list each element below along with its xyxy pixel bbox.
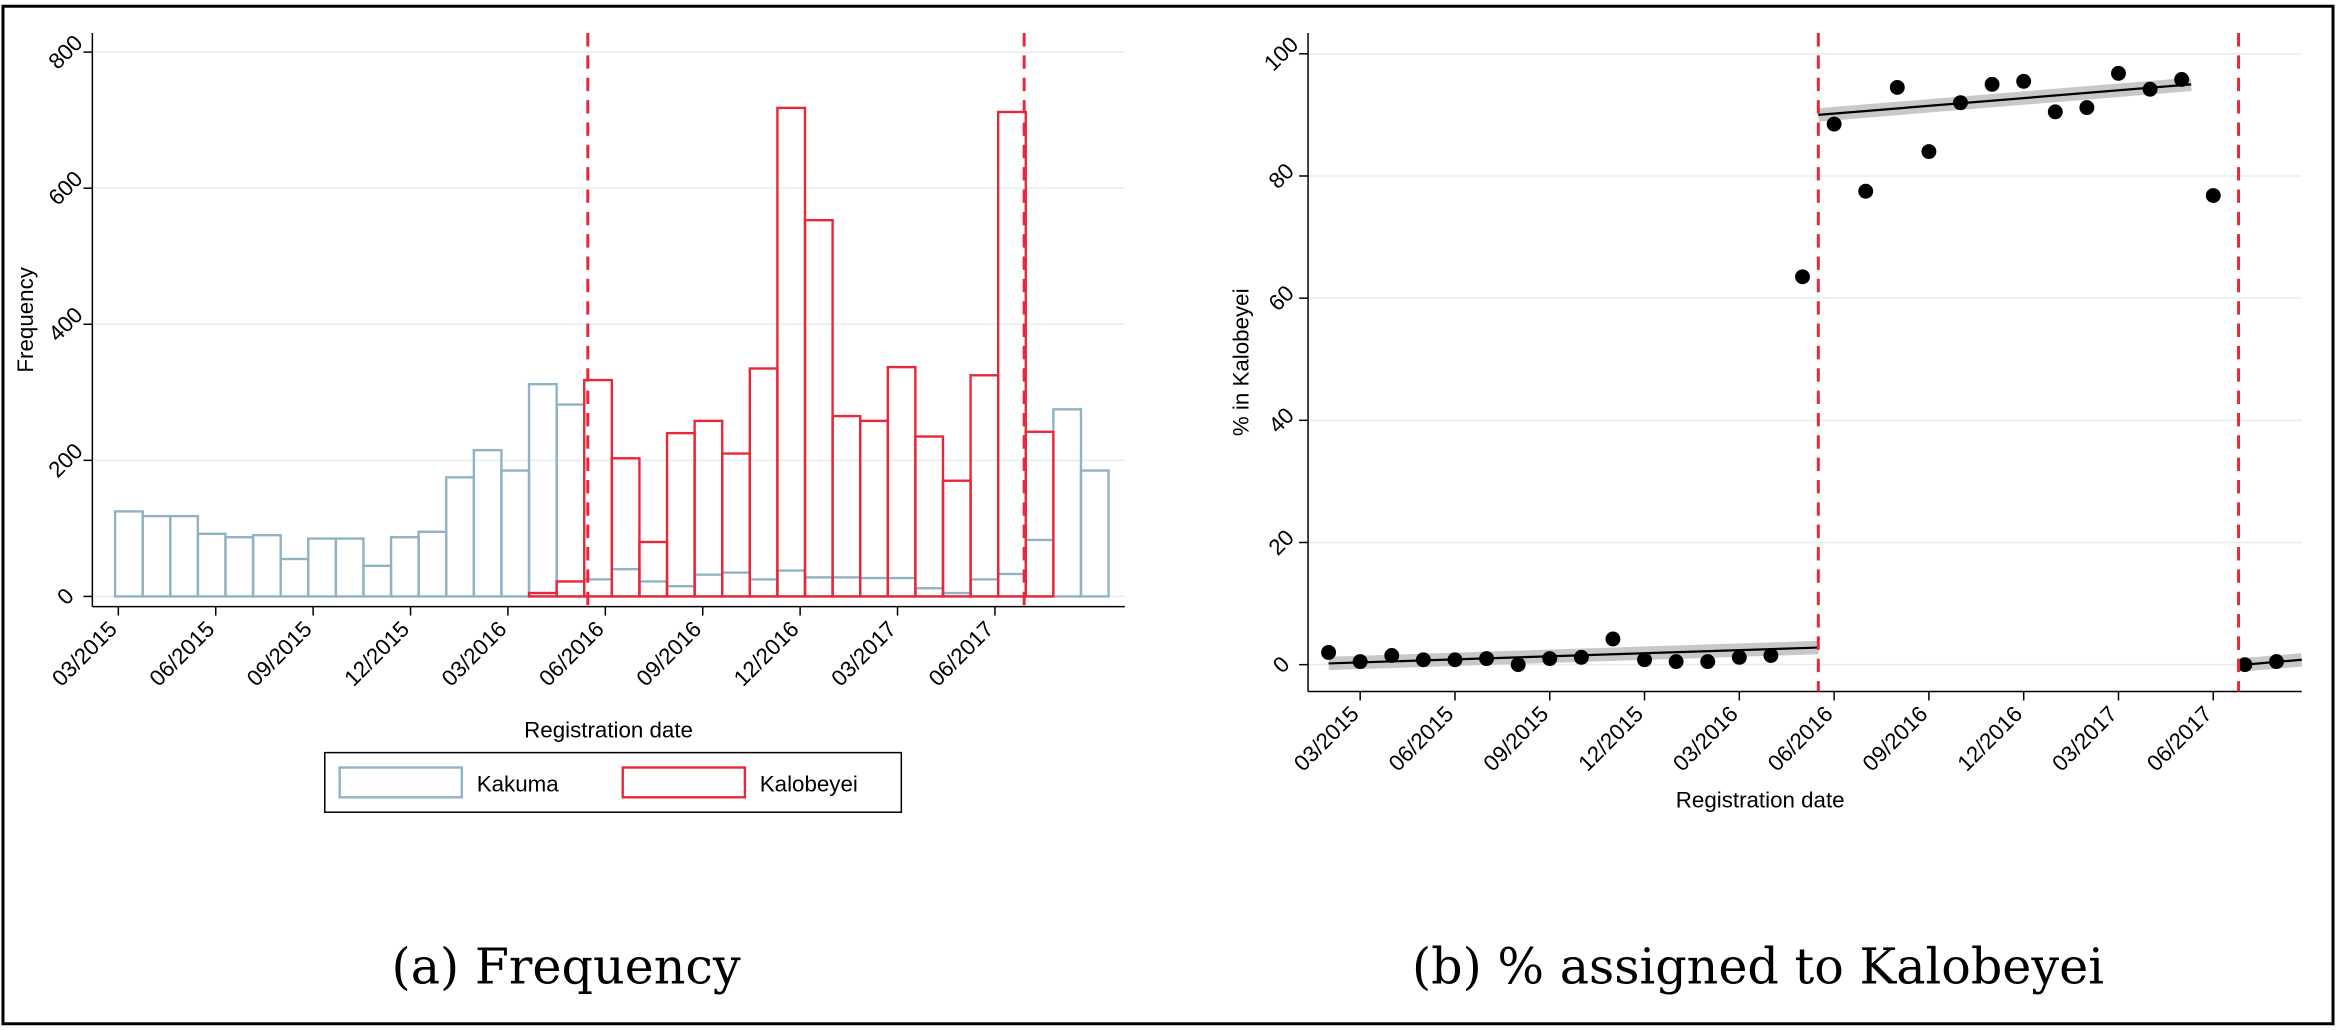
point bbox=[1858, 183, 1874, 199]
point bbox=[1352, 654, 1368, 670]
legend-label: Kalobeyei bbox=[760, 771, 858, 796]
point bbox=[1605, 631, 1621, 647]
bar bbox=[1024, 430, 1055, 598]
point bbox=[1447, 652, 1463, 668]
bar bbox=[996, 110, 1027, 598]
legend-swatch bbox=[338, 766, 464, 799]
point bbox=[1510, 657, 1526, 673]
point bbox=[1668, 654, 1684, 670]
point bbox=[1384, 648, 1400, 663]
point bbox=[2047, 104, 2063, 120]
point bbox=[2016, 73, 2032, 89]
point bbox=[1826, 116, 1842, 132]
point bbox=[2142, 81, 2158, 97]
point bbox=[2205, 188, 2221, 203]
point bbox=[2269, 654, 2284, 670]
point bbox=[1415, 652, 1431, 668]
bar bbox=[803, 218, 834, 598]
y-axis-title: Frequency bbox=[13, 266, 38, 372]
point bbox=[1542, 651, 1558, 667]
point bbox=[1637, 652, 1652, 668]
point bbox=[2079, 100, 2095, 116]
legend-swatch bbox=[621, 766, 747, 799]
point bbox=[1953, 95, 1968, 111]
y-axis-title: % in Kalobeyei bbox=[1228, 288, 1253, 436]
x-axis-title: Registration date bbox=[1676, 788, 1845, 813]
point bbox=[1321, 644, 1337, 660]
caption: (a) Frequency bbox=[392, 938, 741, 996]
caption: (b) % assigned to Kalobeyei bbox=[1412, 938, 2104, 996]
point bbox=[2237, 657, 2253, 673]
point bbox=[1700, 654, 1716, 670]
point bbox=[1984, 76, 2000, 92]
fit-line bbox=[1328, 646, 1819, 665]
point bbox=[1573, 649, 1589, 665]
point bbox=[1889, 79, 1905, 95]
point bbox=[2174, 72, 2190, 87]
point bbox=[1921, 144, 1937, 160]
point bbox=[1795, 269, 1810, 285]
point bbox=[1763, 648, 1779, 663]
legend-label: Kakuma bbox=[477, 771, 559, 796]
x-axis-title: Registration date bbox=[524, 718, 693, 743]
point bbox=[1479, 651, 1495, 667]
figure-border bbox=[1, 4, 2335, 1026]
bar bbox=[610, 457, 641, 598]
point bbox=[1731, 649, 1747, 665]
legend-box bbox=[324, 751, 903, 813]
bar bbox=[1079, 469, 1110, 598]
fit-line bbox=[1818, 83, 2192, 117]
point bbox=[2111, 65, 2126, 81]
